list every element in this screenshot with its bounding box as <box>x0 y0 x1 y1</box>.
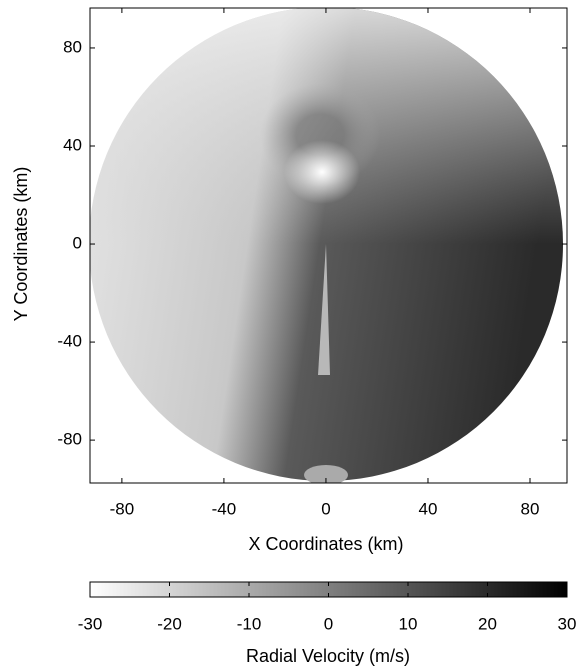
y-axis-label: Y Coordinates (km) <box>11 167 31 322</box>
y-tick-label: -40 <box>57 332 82 351</box>
x-tick-label: -40 <box>212 499 237 518</box>
x-tick-label: 40 <box>419 499 438 518</box>
y-tick-label: -80 <box>57 430 82 449</box>
radar-disc <box>90 8 563 483</box>
colorbar-label: Radial Velocity (m/s) <box>246 646 410 666</box>
plot-frame <box>89 7 568 484</box>
colorbar-tick-label: -30 <box>78 614 103 633</box>
x-axis-label: X Coordinates (km) <box>248 534 403 554</box>
x-tick-label: -80 <box>110 499 135 518</box>
colorbar-tick-label: 30 <box>558 614 577 633</box>
y-tick-label: 80 <box>63 37 82 56</box>
colorbar-tick-label: 20 <box>478 614 497 633</box>
x-tick-label: 80 <box>521 499 540 518</box>
y-tick-label: 0 <box>73 234 82 253</box>
y-tick-label: 40 <box>63 135 82 154</box>
colorbar-tick-label: -20 <box>157 614 182 633</box>
x-tick-label: 0 <box>321 499 330 518</box>
colorbar-tick-label: 0 <box>324 614 333 633</box>
colorbar-tick-label: 10 <box>399 614 418 633</box>
colorbar-tick-label: -10 <box>237 614 262 633</box>
